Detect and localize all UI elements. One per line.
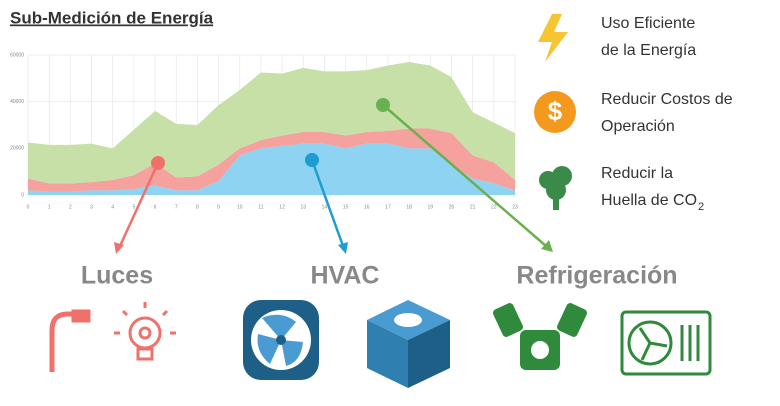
benefit-text: Huella de CO	[601, 192, 697, 209]
x-tick-label: 10	[237, 204, 243, 210]
benefit-text: Operación	[601, 118, 675, 135]
y-tick-label: 0	[21, 192, 24, 198]
x-tick-label: 15	[343, 204, 349, 210]
x-tick-label: 23	[512, 204, 518, 210]
x-tick-label: 17	[385, 204, 391, 210]
x-tick-label: 18	[406, 204, 412, 210]
x-tick-label: 19	[428, 204, 434, 210]
x-tick-label: 13	[300, 204, 306, 210]
engine-icon	[493, 303, 587, 370]
svg-text:$: $	[548, 96, 563, 126]
x-tick-label: 9	[217, 204, 220, 210]
y-tick-label: 60000	[10, 52, 24, 58]
category-heading: HVAC	[311, 262, 380, 290]
x-tick-label: 1	[48, 204, 51, 210]
x-tick-label: 5	[132, 204, 135, 210]
bolt-icon	[538, 14, 568, 62]
pointers	[114, 98, 553, 254]
tree-icon	[539, 166, 572, 210]
x-tick-label: 12	[279, 204, 285, 210]
x-tick-label: 7	[175, 204, 178, 210]
area	[28, 62, 515, 184]
dollar-icon: $	[534, 91, 576, 133]
chart-title: Sub-Medición de Energía	[10, 8, 214, 27]
bulb-icon	[114, 302, 176, 361]
benefit-subscript: 2	[698, 201, 704, 213]
benefit-text: Reducir Costos de	[601, 91, 733, 108]
hvac-unit-icon	[367, 300, 450, 388]
area	[28, 128, 515, 192]
x-tick-label: 21	[470, 204, 476, 210]
category-heading: Refrigeración	[516, 262, 677, 290]
x-tick-label: 2	[69, 204, 72, 210]
x-tick-label: 14	[322, 204, 328, 210]
y-tick-label: 20000	[10, 146, 24, 152]
x-tick-label: 0	[27, 204, 30, 210]
area	[28, 143, 515, 195]
x-tick-label: 16	[364, 204, 370, 210]
benefit-text: Reducir la	[601, 165, 673, 182]
benefit-text: Uso Eficiente	[601, 15, 695, 32]
x-tick-label: 4	[111, 204, 114, 210]
condenser-icon	[620, 310, 712, 376]
benefit-text: de la Energía	[601, 42, 696, 59]
category-heading: Luces	[81, 262, 153, 290]
x-tick-label: 8	[196, 204, 199, 210]
x-tick-label: 20	[449, 204, 455, 210]
x-tick-label: 6	[154, 204, 157, 210]
y-tick-label: 40000	[10, 99, 24, 105]
x-tick-label: 11	[258, 204, 263, 210]
x-tick-label: 22	[491, 204, 497, 210]
x-tick-label: 3	[90, 204, 93, 210]
fan-icon	[243, 300, 319, 380]
street-lamp-icon	[49, 309, 91, 372]
